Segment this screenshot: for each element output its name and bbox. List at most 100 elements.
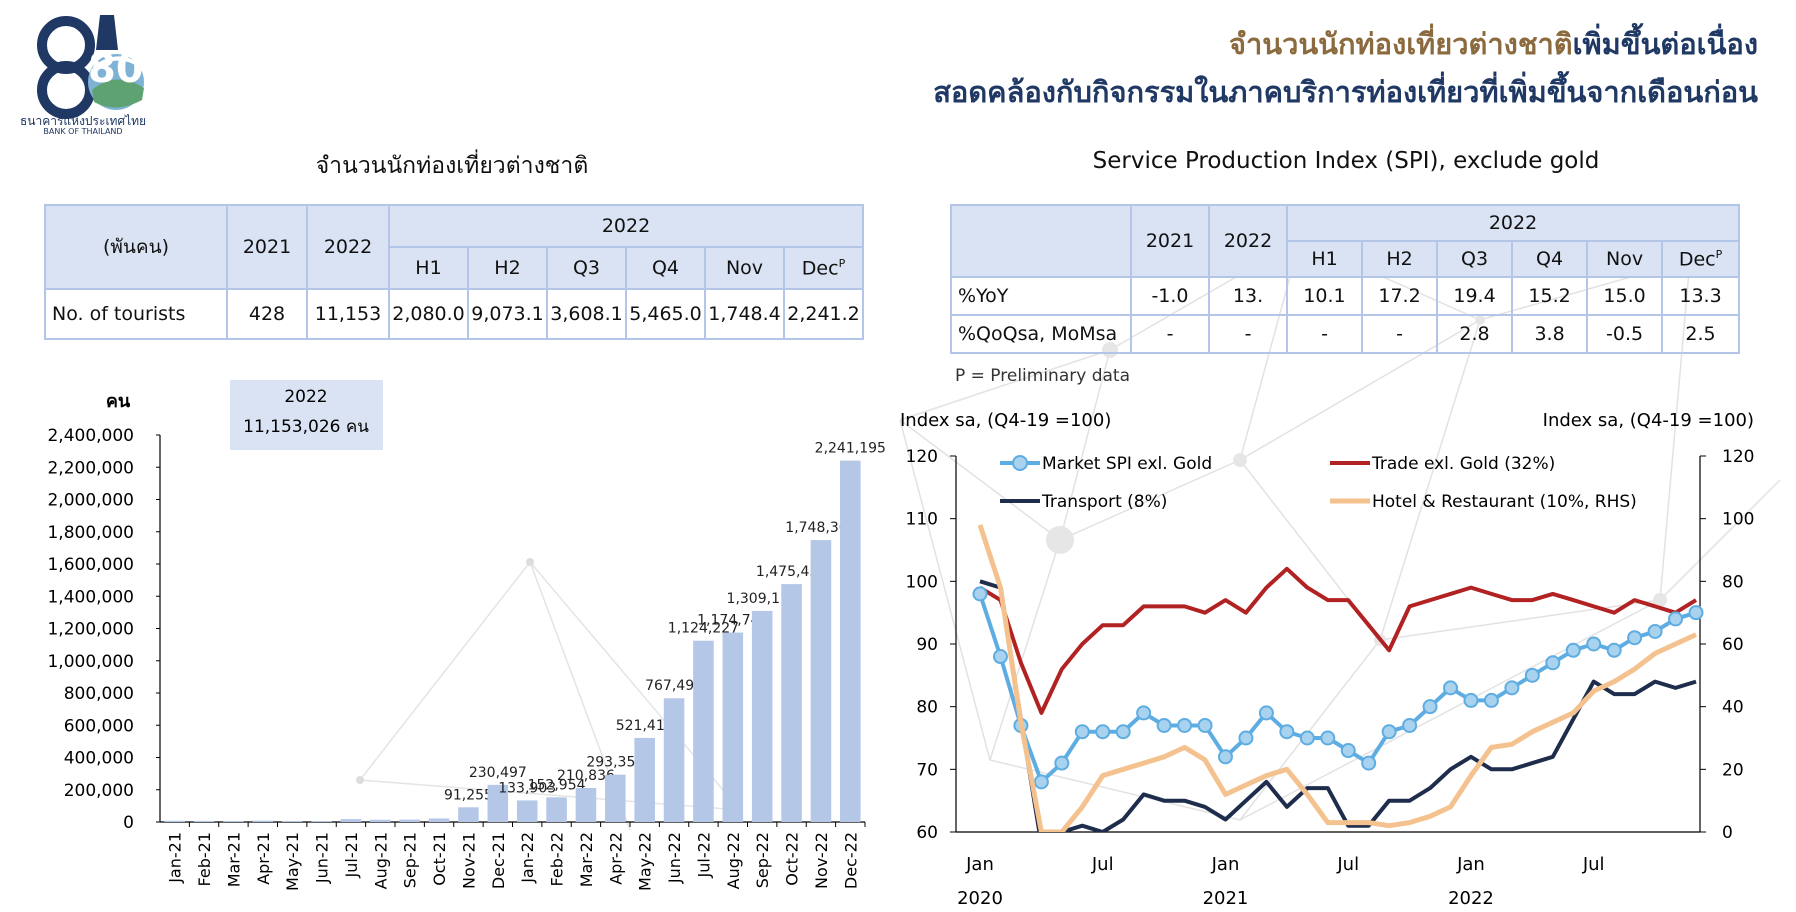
total-annotation-value: 11,153,026 คน [243,417,369,437]
x-tick-month-label: Jul [1091,854,1114,875]
table-cell: 17.2 [1361,276,1439,316]
headline-line-2: สอดคล้องกับกิจกรรมในภาคบริการท่องเที่ยวท… [933,75,1758,109]
y-axis-unit-label: คน [106,391,131,412]
x-tick-label: Apr-22 [606,832,625,885]
x-tick-label: Apr-21 [254,832,273,885]
right-y-tick-label: 20 [1722,760,1744,780]
col-2022-header: 2022 [1208,204,1288,278]
series-point [1483,692,1499,708]
headline-line-1-part-1: จำนวนนักท่องเที่ยวต่างชาติ [1228,27,1573,61]
series-point [1586,636,1602,652]
table-cell: -0.5 [1586,314,1664,354]
sub-header: H1 [1285,240,1364,278]
spi-line-chart: Index sa, (Q4-19 =100) Index sa, (Q4-19 =… [900,410,1754,909]
series-line [979,579,1697,832]
bar [370,819,391,822]
x-tick-label: Jul-21 [342,832,361,878]
bar [311,821,332,822]
table-cell: - [1285,314,1364,354]
bar-data-label: 767,497 [645,678,703,694]
series-point [1115,724,1131,740]
bar [516,800,538,822]
x-tick-label: Sep-21 [401,832,420,888]
sub-header: H2 [467,246,548,290]
bar-data-label: 230,497 [469,765,527,781]
y-tick-label: 1,000,000 [47,652,134,672]
left-y-tick-label: 110 [906,510,938,530]
series-point [992,649,1008,665]
bar [546,797,567,822]
series-point [1320,730,1336,746]
headline-line-1-part-2: เพิ่มขึ้นต่อเนื่อง [1572,27,1758,61]
sub-header: Q4 [1511,240,1589,278]
bar-data-label: 1,124,227 [668,621,739,637]
series-point [1177,717,1193,733]
series-point [1524,667,1540,683]
bar-data-label: 1,475,430 [756,564,827,580]
x-tick-label: Oct-21 [430,832,449,886]
table-cell: - [1208,314,1288,354]
bar [751,610,773,822]
dec-label: Dec [801,257,839,280]
bar [781,584,802,822]
x-tick-year-label: 2020 [957,888,1003,909]
bar [840,460,861,822]
series-point [1463,692,1479,708]
sub-header-dec: DecP [783,246,864,290]
bar [340,819,362,822]
left-y-tick-label: 60 [916,823,938,843]
series-point [1136,705,1152,721]
sub-header: Q3 [1436,240,1514,278]
y-tick-label: 800,000 [64,684,134,704]
y-tick-label: 2,400,000 [47,426,134,446]
bar [693,640,714,822]
legend-marker [1012,455,1028,471]
col-2021-header: 2021 [1130,204,1210,278]
x-tick-label: Nov-22 [812,832,831,889]
bar-data-label: 210,836 [557,768,615,784]
x-tick-month-label: Jan [1211,854,1240,875]
bar-data-label: 2,241,195 [815,441,886,457]
x-tick-label: Oct-22 [783,832,802,886]
table-cell: - [1130,314,1210,354]
x-tick-label: Jan-21 [166,832,185,884]
y-tick-label: 400,000 [64,749,134,769]
x-tick-label: Dec-21 [489,832,508,889]
y-tick-label: 1,600,000 [47,555,134,575]
table-cell: 428 [226,288,308,340]
dec-label: Dec [1678,248,1716,271]
series-point [1299,730,1315,746]
series-point [1054,755,1070,771]
left-y-tick-label: 90 [916,635,938,655]
y-tick-label: 0 [123,813,134,833]
y-tick-label: 600,000 [64,716,134,736]
left-section-title: จำนวนนักท่องเที่ยวต่างชาติ [315,153,589,179]
bar-data-label: 1,748,366 [785,520,856,536]
logo-emblem: 80 [37,15,144,119]
table-cell: 11,153 [306,288,390,340]
table-cell: 10.1 [1285,276,1364,316]
table-cell: 2,080.0 [388,288,469,340]
y-tick-label: 1,400,000 [47,587,134,607]
bar-data-label: 152,954 [528,777,586,793]
preliminary-note: P = Preliminary data [955,366,1130,386]
left-y-tick-label: 70 [916,760,938,780]
series-point [1279,724,1295,740]
series-point [1361,755,1377,771]
x-tick-year-label: 2021 [1203,888,1249,909]
right-y-tick-label: 120 [1722,447,1754,467]
right-y-tick-label: 100 [1722,510,1754,530]
bar [458,807,479,822]
sub-header: H2 [1361,240,1439,278]
x-tick-label: Jun-21 [313,832,332,884]
sub-header: Nov [704,246,785,290]
x-tick-year-label: 2022 [1448,888,1494,909]
x-tick-label: Mar-22 [577,832,596,887]
series-point [1443,680,1459,696]
left-y-tick-label: 100 [906,572,938,592]
row-label: No. of tourists [44,288,228,340]
y-tick-label: 1,800,000 [47,523,134,543]
col-2022-header: 2022 [306,204,390,290]
series-point [1095,724,1111,740]
bar [223,821,244,822]
